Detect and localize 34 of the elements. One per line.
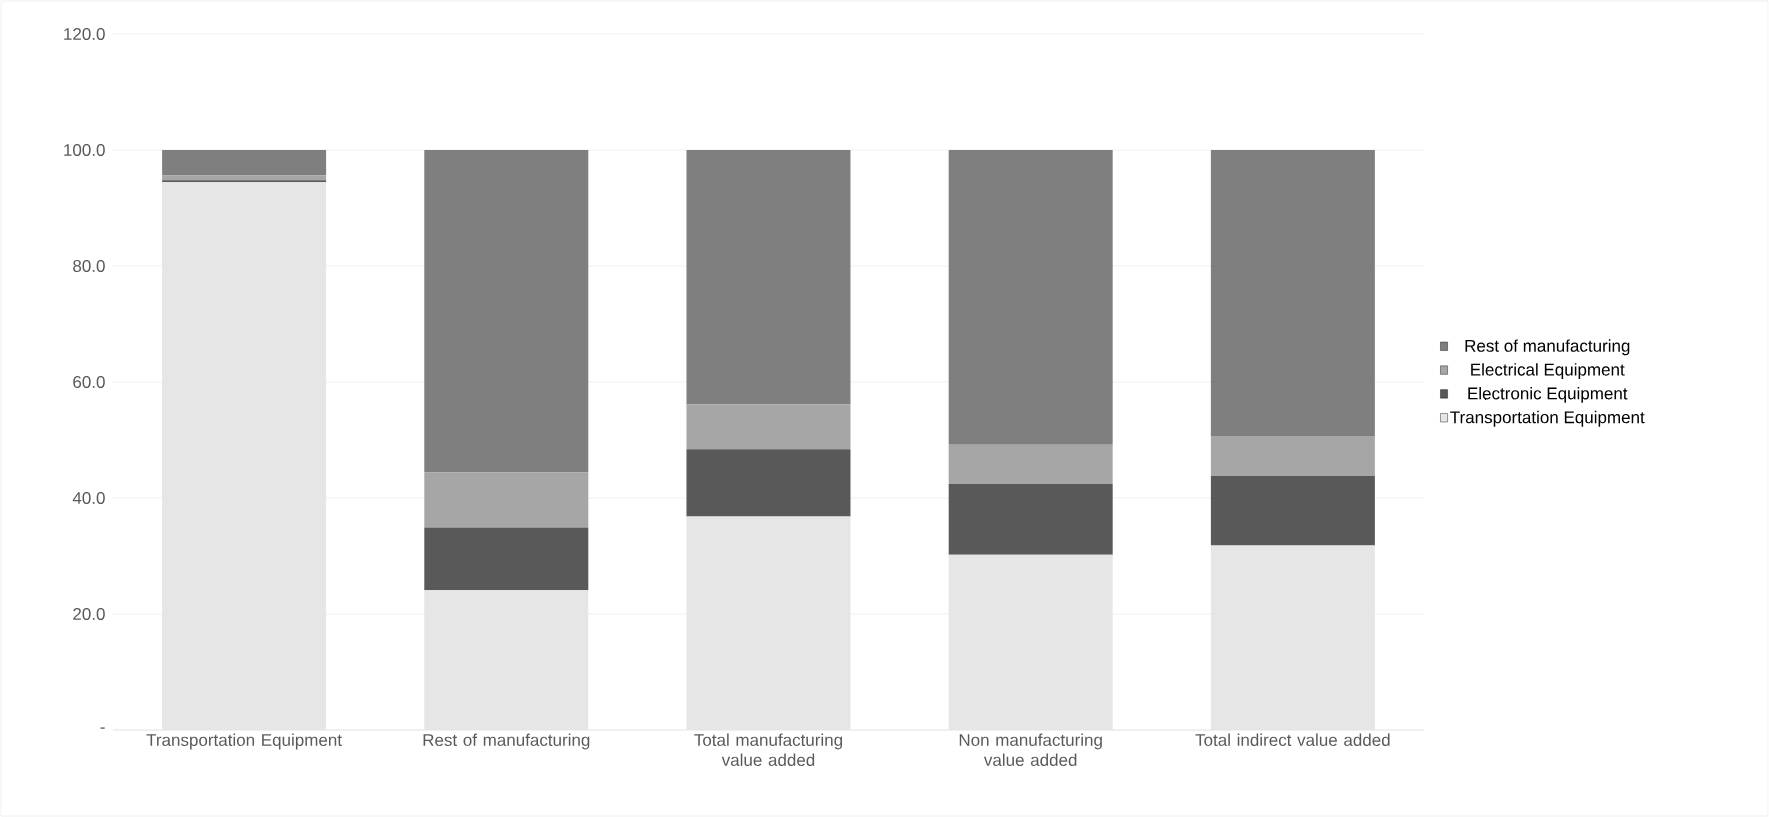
x-tick-label: Transportation Equipment xyxy=(146,733,342,750)
legend-label: Transportation Equipment xyxy=(1450,410,1645,427)
bar xyxy=(1210,149,1375,436)
bar xyxy=(686,516,851,730)
bar xyxy=(686,404,851,450)
y-tick-label: - xyxy=(100,727,105,729)
bar xyxy=(424,590,589,730)
bar xyxy=(1210,545,1375,730)
bar xyxy=(162,181,327,730)
bar xyxy=(948,444,1113,485)
x-tick-label: Total indirect value added xyxy=(1195,733,1390,747)
bar xyxy=(424,472,589,528)
bar xyxy=(424,527,589,591)
bar xyxy=(686,449,851,517)
bar xyxy=(1210,475,1375,546)
bar xyxy=(948,149,1113,445)
x-tick-label: Total manufacturing value added xyxy=(694,733,843,767)
y-tick-label: 120.0 xyxy=(64,27,105,41)
legend-label: Electrical Equipment xyxy=(1471,363,1625,380)
y-tick-label: 20.0 xyxy=(73,607,105,621)
legend-label: Electronic Equipment xyxy=(1468,387,1628,403)
x-tick-label: Non manufacturing value added xyxy=(959,733,1102,767)
bar xyxy=(424,149,589,473)
bar xyxy=(948,554,1113,730)
x-tick-label: Rest of manufacturing xyxy=(423,733,590,750)
bar xyxy=(1210,435,1375,476)
bar xyxy=(686,149,851,405)
legend-label: Rest of manufacturing xyxy=(1465,339,1630,356)
y-tick-label: 100.0 xyxy=(64,143,105,157)
y-tick-label: 80.0 xyxy=(73,259,105,273)
bar xyxy=(162,149,327,176)
bar xyxy=(948,484,1113,555)
y-tick-label: 60.0 xyxy=(73,375,105,389)
y-tick-label: 40.0 xyxy=(72,491,105,505)
